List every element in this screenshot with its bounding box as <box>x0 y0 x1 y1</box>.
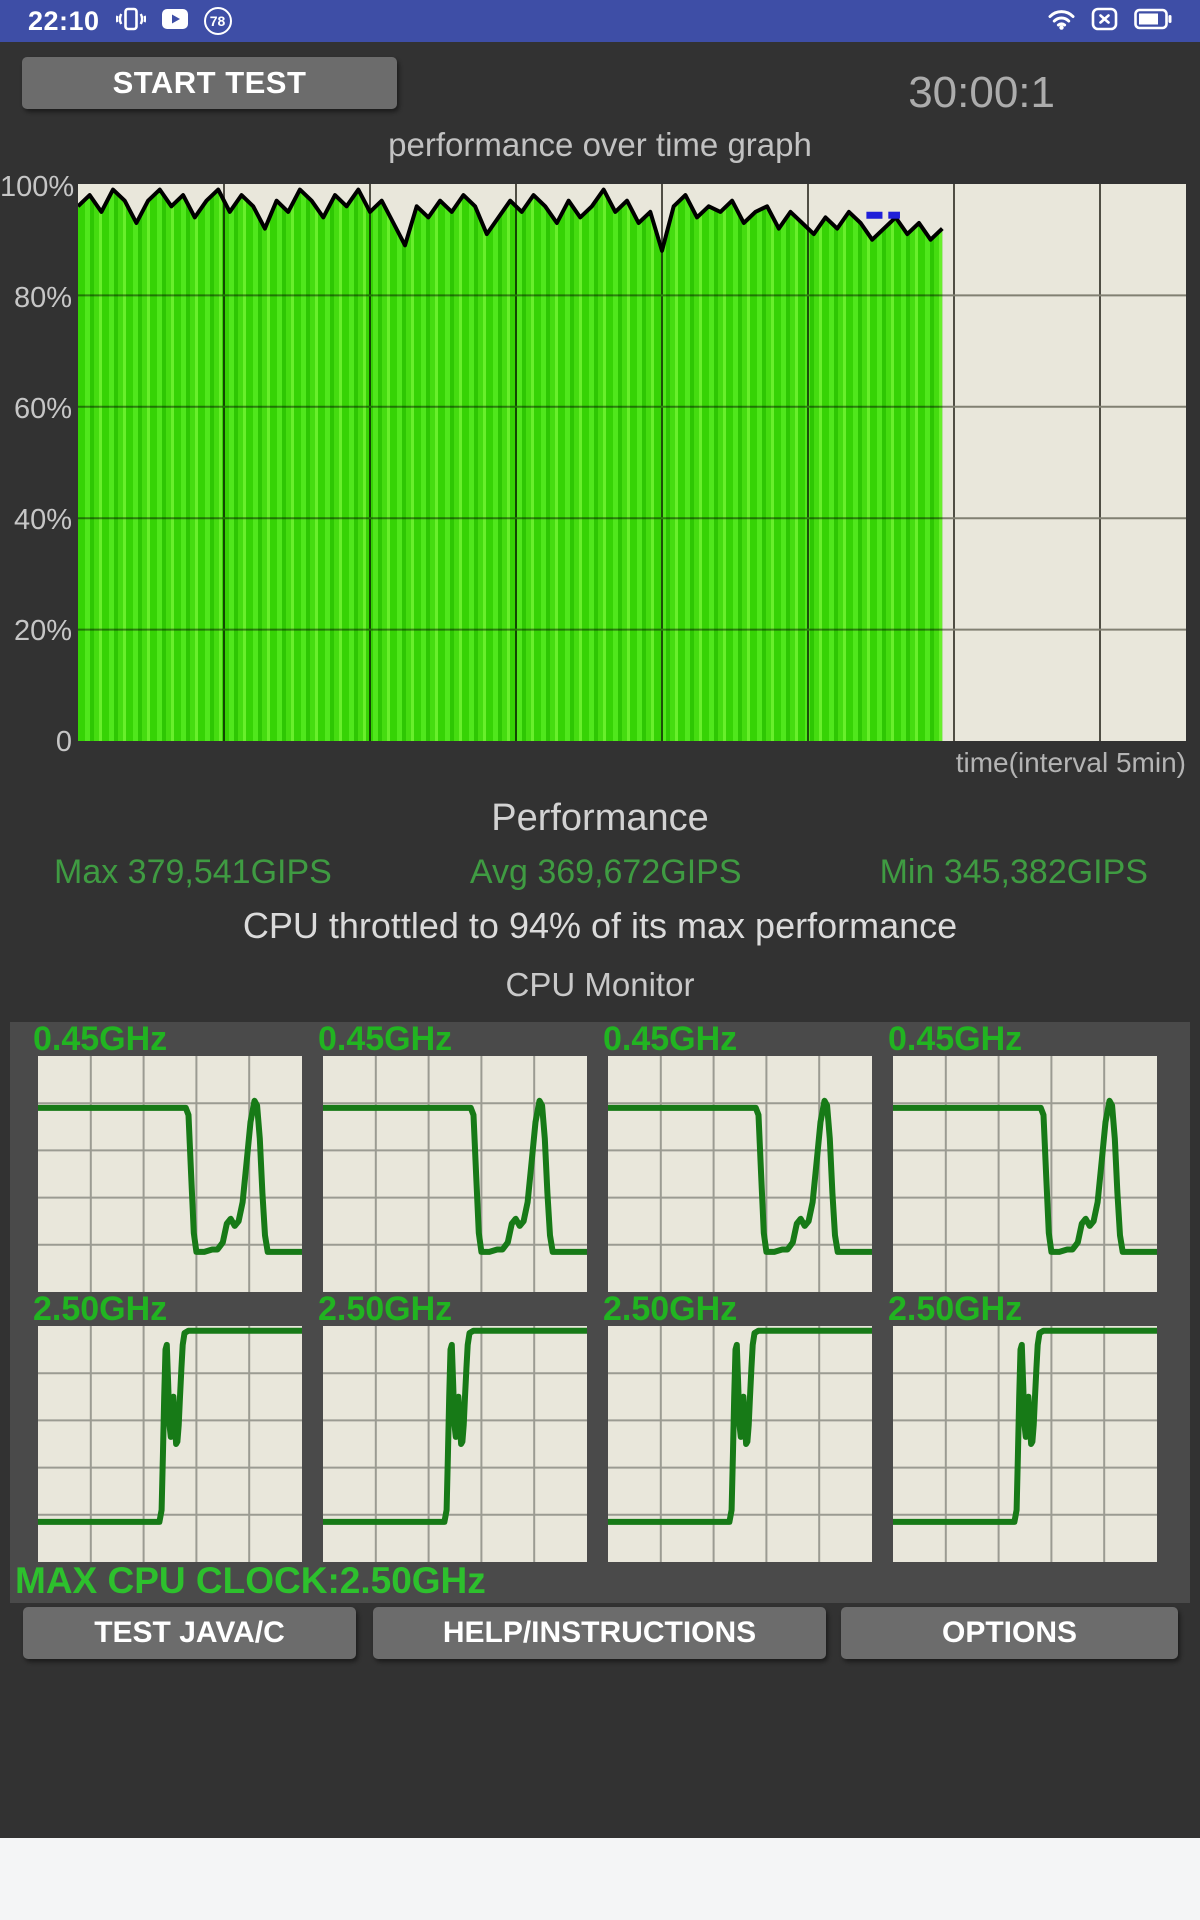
cpu2-frequency-chart <box>608 1056 872 1292</box>
y-tick-0: 0 <box>55 726 72 758</box>
cpu-monitor-heading: CPU Monitor <box>505 966 695 1003</box>
y-tick-20: 20% <box>13 615 72 647</box>
cpu3-frequency-chart <box>893 1056 1157 1292</box>
vibrate-icon <box>115 5 146 38</box>
taskbar <box>0 1838 1200 1920</box>
options-button[interactable]: OPTIONS <box>841 1607 1178 1659</box>
start-test-button[interactable]: START TEST <box>22 57 397 109</box>
cpu7-frequency-chart <box>893 1326 1157 1562</box>
cpu7-freq-label: 2.50GHz <box>888 1290 1023 1328</box>
battery-circle-badge: 78 <box>203 7 232 35</box>
cpu3-freq-label: 0.45GHz <box>888 1020 1023 1058</box>
min-gips-value: Min 345,382GIPS <box>879 853 1148 891</box>
y-tick-60: 60% <box>13 393 72 425</box>
status-bar-left: 22:10 78 <box>28 5 232 38</box>
cpu5-frequency-chart <box>323 1326 587 1562</box>
status-bar-right <box>1048 7 1172 36</box>
performance-over-time-chart <box>78 184 1186 741</box>
y-tick-100: 100% <box>0 171 75 203</box>
test-timer: 30:00:1 <box>908 68 1055 117</box>
cpu1-freq-label: 0.45GHz <box>318 1020 453 1058</box>
clock: 22:10 <box>28 5 100 36</box>
y-tick-80: 80% <box>13 282 72 314</box>
youtube-notification-icon <box>161 8 188 34</box>
wifi-icon <box>1048 8 1075 35</box>
help-instructions-button[interactable]: HELP/INSTRUCTIONS <box>373 1607 826 1659</box>
throttle-result-text: CPU throttled to 94% of its max performa… <box>242 905 958 946</box>
status-bar: 22:10 78 <box>0 0 1200 42</box>
cpu0-frequency-chart <box>38 1056 302 1292</box>
graph-title: performance over time graph <box>388 126 812 163</box>
cpu1-frequency-chart <box>323 1056 587 1292</box>
cpu0-freq-label: 0.45GHz <box>33 1020 168 1058</box>
y-tick-40: 40% <box>13 504 72 536</box>
no-sim-icon <box>1091 7 1118 36</box>
test-java-c-button[interactable]: TEST JAVA/C <box>23 1607 356 1659</box>
max-cpu-clock-text: MAX CPU CLOCK:2.50GHz <box>15 1560 486 1601</box>
cpu5-freq-label: 2.50GHz <box>318 1290 453 1328</box>
cpu-monitor-panel: 0.45GHz 0.45GHz 0.45GHz 0.45GHz 2.50GHz … <box>10 1020 1190 1603</box>
gips-summary-row: Max 379,541GIPS Avg 369,672GIPS Min 345,… <box>0 853 1200 892</box>
cpu2-freq-label: 0.45GHz <box>603 1020 738 1058</box>
battery-icon <box>1134 8 1172 35</box>
max-gips-value: Max 379,541GIPS <box>54 853 332 891</box>
avg-gips-value: Avg 369,672GIPS <box>469 853 742 891</box>
cpu6-frequency-chart <box>608 1326 872 1562</box>
cpu6-freq-label: 2.50GHz <box>603 1290 738 1328</box>
x-axis-label: time(interval 5min) <box>955 747 1186 778</box>
performance-heading: Performance <box>491 797 709 839</box>
cpu4-frequency-chart <box>38 1326 302 1562</box>
cpu4-freq-label: 2.50GHz <box>33 1290 168 1328</box>
badge-value: 78 <box>209 13 226 29</box>
